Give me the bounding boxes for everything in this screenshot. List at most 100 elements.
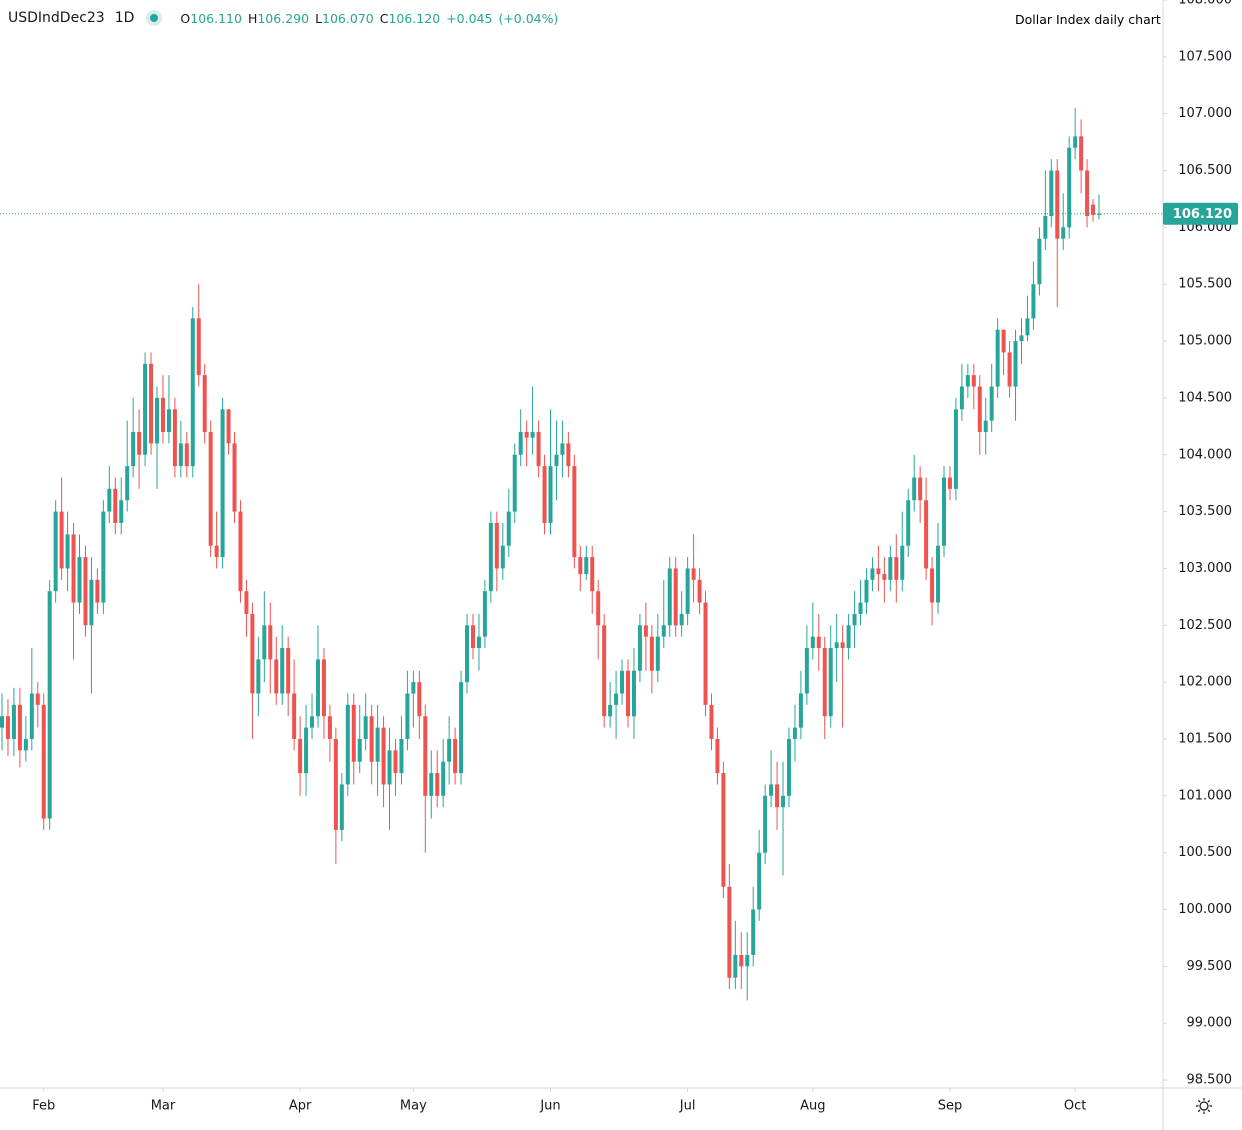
- candle-body: [590, 557, 595, 592]
- candle-body: [834, 642, 839, 649]
- candle-body: [29, 693, 34, 739]
- candle-body: [262, 625, 267, 660]
- candle-body: [566, 443, 571, 467]
- candle-body: [1055, 170, 1060, 239]
- candle-body: [417, 682, 422, 717]
- candle-body: [83, 557, 88, 626]
- candle-body: [1073, 136, 1078, 148]
- candle-body: [345, 704, 350, 785]
- candle-body: [459, 682, 464, 774]
- interval[interactable]: 1D: [114, 10, 135, 26]
- candle-body: [1079, 136, 1084, 171]
- candle-body: [941, 477, 946, 546]
- candle-body: [691, 568, 696, 580]
- candle-body: [1025, 318, 1030, 336]
- candle-body: [870, 568, 875, 580]
- candle-body: [113, 488, 118, 523]
- ohlc-value: 106.290: [257, 10, 310, 26]
- x-tick-label: Apr: [289, 1099, 312, 1114]
- candle-body: [500, 545, 505, 569]
- candle-body: [226, 409, 231, 444]
- x-tick-label: Jun: [539, 1099, 560, 1114]
- y-tick-label: 99.000: [1187, 1016, 1233, 1031]
- candle-body: [637, 625, 642, 671]
- candle-body: [518, 432, 523, 455]
- symbol[interactable]: USDIndDec23: [8, 10, 105, 26]
- candle-body: [983, 420, 988, 433]
- candle-body: [351, 704, 356, 762]
- y-tick-label: 101.500: [1178, 731, 1232, 746]
- candle-body: [524, 432, 529, 438]
- candle-body: [77, 557, 82, 603]
- candle-body: [971, 375, 976, 387]
- candle-body: [685, 568, 690, 614]
- change: +0.045: [446, 10, 493, 26]
- candle-body: [304, 727, 309, 774]
- candle-body: [321, 659, 326, 717]
- candle-body: [643, 625, 648, 637]
- candle-body: [1097, 213, 1101, 215]
- candle-body: [912, 477, 917, 501]
- y-tick-label: 101.000: [1178, 788, 1232, 803]
- candle-body: [542, 466, 547, 523]
- ohlc-values: O 106.110 H 106.290 L 106.070 C 106.120: [180, 11, 446, 26]
- candle-body: [876, 568, 881, 575]
- candle-body: [602, 625, 607, 717]
- candle-body: [315, 659, 320, 717]
- candle-body: [751, 909, 756, 955]
- candle-body: [1037, 238, 1042, 285]
- candle-body: [816, 636, 821, 649]
- x-tick-label: May: [400, 1099, 427, 1114]
- candle-body: [274, 659, 279, 694]
- candle-body: [250, 613, 255, 694]
- settings-icon[interactable]: [1196, 1098, 1212, 1114]
- y-tick-label: 103.000: [1178, 561, 1232, 576]
- candle-body: [256, 659, 261, 694]
- candle-body: [1043, 216, 1048, 239]
- candle-body: [959, 386, 964, 410]
- candle-body: [1091, 204, 1096, 215]
- candle-body: [447, 738, 452, 762]
- candle-body: [828, 648, 833, 717]
- candle-body: [375, 727, 380, 762]
- candle-body: [846, 625, 851, 649]
- candle-body: [476, 636, 481, 649]
- candle-body: [357, 738, 362, 762]
- candle-body: [703, 602, 708, 705]
- candle-body: [769, 784, 774, 796]
- candle-body: [190, 318, 195, 467]
- candle-body: [977, 386, 982, 433]
- y-tick-label: 107.500: [1178, 49, 1232, 64]
- candle-body: [339, 784, 344, 830]
- candle-body: [482, 591, 487, 637]
- candle-body: [160, 397, 165, 433]
- candle-body: [101, 511, 106, 603]
- candle-body: [411, 682, 416, 694]
- candle-body: [488, 522, 493, 592]
- y-tick-label: 105.500: [1178, 277, 1232, 292]
- candles: [0, 108, 1101, 1001]
- candle-body: [989, 386, 994, 421]
- candle-body: [620, 670, 625, 694]
- candle-body: [1061, 227, 1066, 239]
- candle-body: [155, 397, 160, 444]
- candle-body: [995, 329, 1000, 387]
- candle-body: [715, 738, 720, 774]
- candle-body: [1007, 352, 1012, 387]
- candle-body: [560, 443, 565, 455]
- change-percent: (+0.04%): [498, 10, 559, 26]
- candle-body: [900, 545, 905, 580]
- last-price-label: 106.120: [1173, 207, 1232, 222]
- candle-body: [41, 704, 46, 819]
- candle-body: [369, 716, 374, 762]
- candle-body: [381, 727, 386, 785]
- candle-body: [548, 466, 553, 523]
- candle-body: [333, 738, 338, 830]
- y-tick-label: 102.500: [1178, 618, 1232, 633]
- candle-body: [286, 648, 291, 694]
- candle-body: [512, 454, 517, 512]
- candle-body: [423, 716, 428, 796]
- candle-body: [172, 409, 177, 467]
- candle-body: [184, 443, 189, 467]
